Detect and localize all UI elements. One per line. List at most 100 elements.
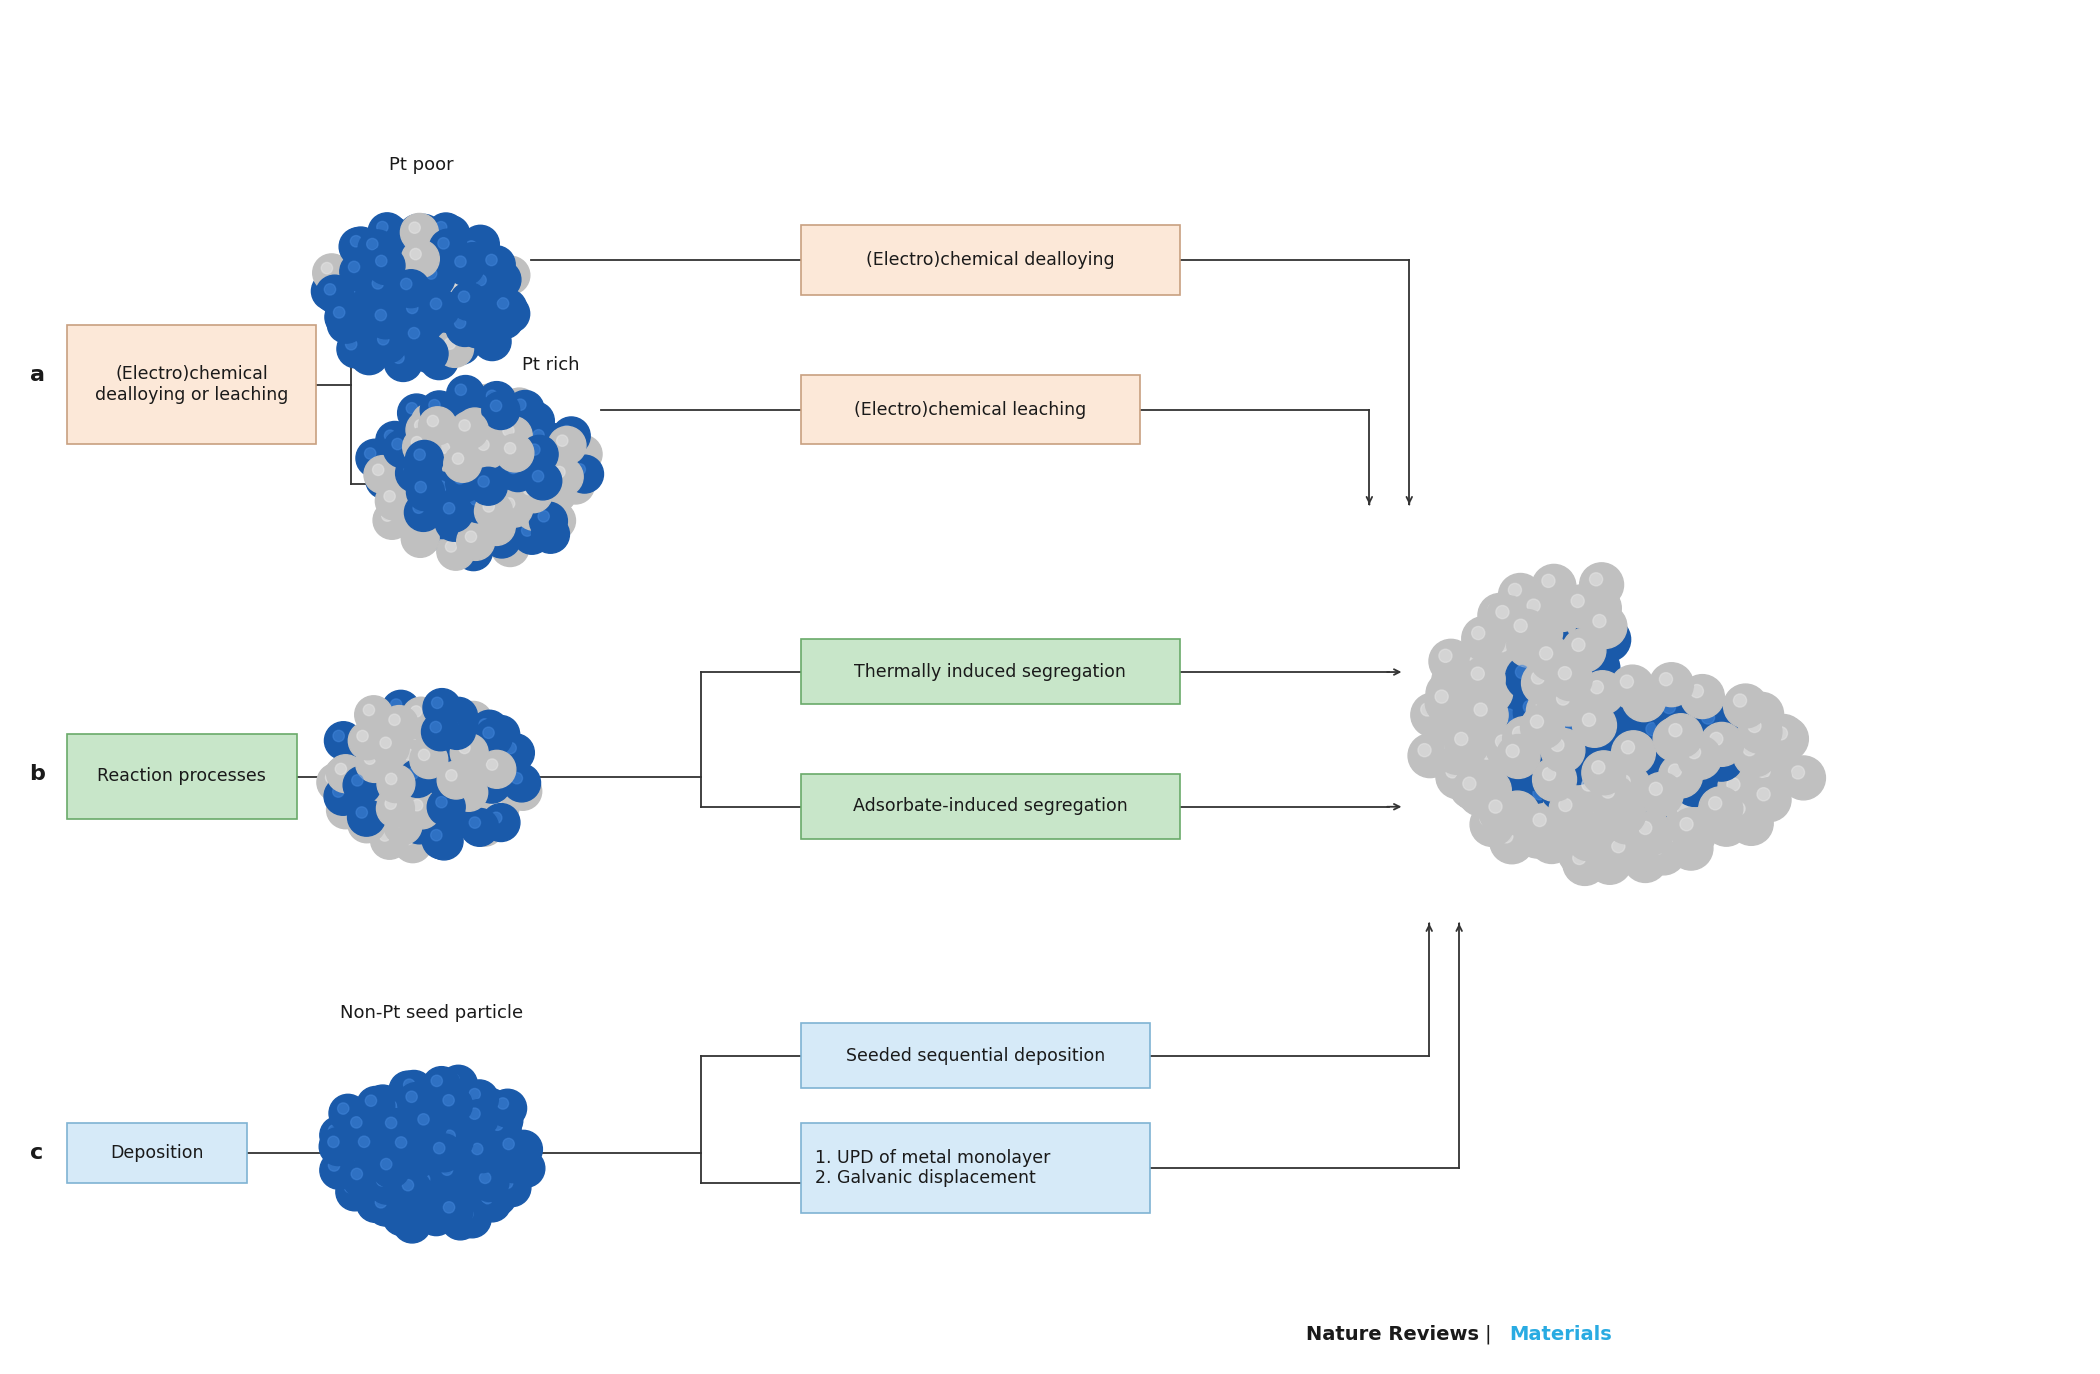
Circle shape [496, 436, 508, 447]
Circle shape [395, 289, 405, 300]
Circle shape [378, 306, 416, 345]
Circle shape [445, 541, 456, 552]
Circle shape [386, 1117, 397, 1128]
Circle shape [1564, 738, 1579, 752]
Circle shape [458, 232, 496, 271]
Circle shape [517, 403, 554, 440]
Circle shape [435, 760, 445, 771]
Circle shape [433, 463, 470, 500]
Circle shape [1539, 664, 1552, 676]
Circle shape [1581, 750, 1625, 794]
Circle shape [1560, 639, 1573, 651]
Circle shape [1699, 763, 1743, 805]
Circle shape [1653, 721, 1697, 765]
Circle shape [1514, 620, 1527, 632]
Circle shape [416, 250, 428, 262]
Circle shape [1462, 640, 1506, 684]
Circle shape [1418, 743, 1430, 757]
Circle shape [433, 271, 443, 282]
Circle shape [395, 313, 433, 352]
Circle shape [1516, 665, 1529, 679]
Circle shape [359, 345, 370, 357]
Circle shape [1489, 757, 1531, 801]
Circle shape [1493, 699, 1535, 743]
Circle shape [319, 1151, 357, 1190]
Circle shape [426, 455, 437, 466]
Circle shape [386, 315, 397, 327]
Circle shape [401, 302, 412, 313]
Circle shape [1774, 727, 1787, 741]
Circle shape [1636, 790, 1680, 834]
Circle shape [1632, 764, 1644, 776]
Circle shape [1606, 765, 1651, 809]
Circle shape [1581, 793, 1625, 837]
Circle shape [1564, 724, 1577, 736]
Circle shape [1476, 778, 1491, 791]
Circle shape [391, 456, 428, 493]
Circle shape [1434, 731, 1478, 775]
Circle shape [388, 1072, 426, 1109]
Circle shape [1617, 747, 1632, 761]
Circle shape [374, 470, 386, 481]
Circle shape [355, 1116, 393, 1154]
Circle shape [412, 757, 449, 794]
Circle shape [1569, 690, 1583, 702]
Circle shape [1632, 687, 1644, 701]
Circle shape [1548, 671, 1592, 714]
Circle shape [433, 290, 470, 327]
Circle shape [1659, 673, 1672, 686]
Circle shape [1714, 812, 1728, 826]
Circle shape [447, 411, 485, 449]
Circle shape [552, 416, 590, 455]
Circle shape [378, 1092, 416, 1131]
Circle shape [1562, 680, 1577, 694]
Circle shape [428, 750, 466, 789]
Text: a: a [29, 364, 44, 385]
Circle shape [1487, 679, 1531, 723]
Circle shape [346, 256, 384, 294]
Circle shape [407, 242, 445, 280]
Circle shape [1537, 743, 1581, 787]
Circle shape [1665, 724, 1709, 768]
Circle shape [472, 463, 510, 502]
Circle shape [328, 754, 365, 793]
Circle shape [1623, 730, 1636, 742]
Circle shape [1495, 606, 1510, 618]
Circle shape [376, 309, 386, 320]
Circle shape [1460, 668, 1504, 712]
Circle shape [386, 1101, 397, 1112]
Circle shape [1693, 701, 1735, 745]
Circle shape [399, 319, 437, 357]
Circle shape [1518, 735, 1562, 779]
Circle shape [1670, 826, 1714, 870]
Circle shape [494, 772, 504, 785]
Circle shape [1678, 802, 1690, 816]
Circle shape [357, 719, 395, 757]
Circle shape [1550, 598, 1564, 610]
Circle shape [1701, 746, 1714, 760]
Circle shape [403, 1179, 414, 1191]
Circle shape [433, 1156, 470, 1194]
Circle shape [460, 485, 498, 523]
Circle shape [475, 758, 512, 797]
Circle shape [437, 429, 475, 467]
Circle shape [468, 430, 508, 469]
Circle shape [353, 780, 365, 793]
Circle shape [447, 1088, 460, 1099]
Circle shape [1628, 761, 1672, 804]
Circle shape [1529, 819, 1573, 863]
Circle shape [368, 301, 405, 339]
Circle shape [437, 797, 447, 808]
Circle shape [1577, 827, 1590, 840]
Circle shape [437, 761, 475, 800]
Circle shape [548, 426, 586, 464]
Circle shape [399, 338, 410, 349]
Circle shape [1434, 690, 1449, 703]
Circle shape [391, 330, 428, 367]
Circle shape [1453, 723, 1466, 735]
Circle shape [445, 720, 458, 731]
Circle shape [1567, 686, 1611, 730]
Circle shape [384, 449, 422, 486]
Circle shape [368, 1167, 405, 1204]
Circle shape [395, 1088, 433, 1127]
